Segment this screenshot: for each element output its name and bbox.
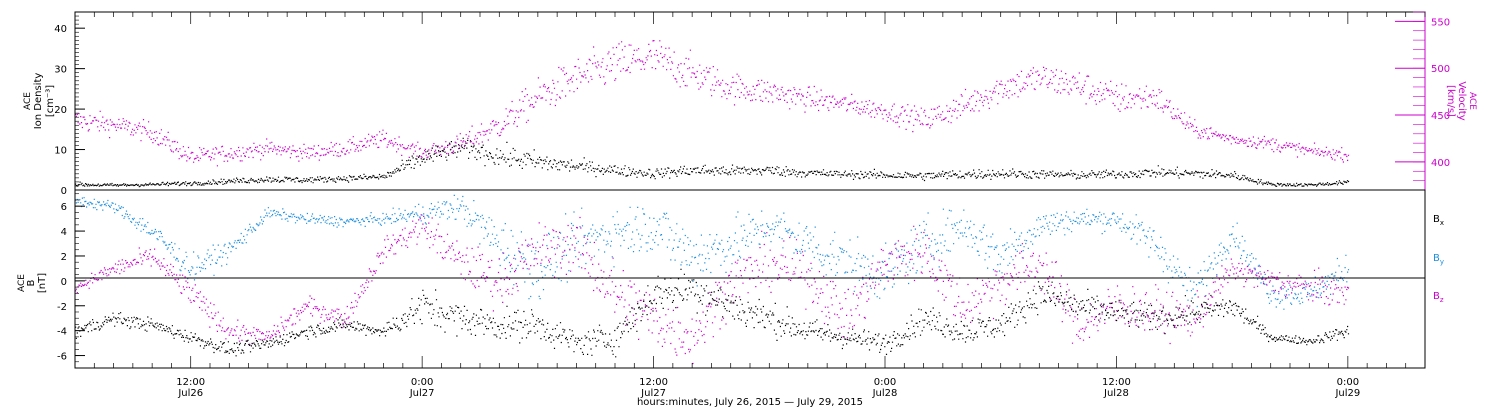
svg-text:Bz: Bz	[1433, 291, 1444, 304]
density-tick-label: 0	[61, 186, 67, 197]
time-tick-label: 0:00	[874, 377, 896, 388]
b-field-tick-label: -2	[57, 302, 67, 313]
time-axis-label: hours:minutes, July 26, 2015 — July 29, …	[637, 397, 863, 408]
time-tick-label: 12:00	[639, 377, 668, 388]
date-tick-label: Jul27	[409, 388, 435, 399]
density-axis-label-line2: Ion Density	[33, 73, 44, 130]
legend-bx-name: B	[1433, 214, 1440, 225]
date-tick-label: Jul29	[1334, 388, 1360, 399]
time-tick-label: 12:00	[176, 377, 205, 388]
velocity-axis-label-line3: [km/s]	[1445, 85, 1456, 117]
b-field-tick-label: 0	[61, 277, 67, 288]
b-field-tick-label: -6	[57, 352, 67, 363]
date-tick-label: Jul26	[177, 388, 203, 399]
legend-by-name: B	[1433, 253, 1440, 264]
time-axis: 12:00Jul260:00Jul2712:00Jul270:00Jul2812…	[74, 12, 1426, 399]
velocity-tick-label: 450	[1431, 111, 1450, 122]
density-tick-label: 40	[54, 24, 67, 35]
density-axis-label: ACE Ion Density [cm⁻³]	[23, 73, 56, 130]
b-field-axis-label-line2: B	[26, 279, 37, 286]
time-tick-label: 12:00	[1102, 377, 1131, 388]
legend-by-sub: y	[1440, 258, 1444, 266]
b-field-axis-label-line1: ACE	[17, 274, 27, 292]
density-tick-label: 10	[54, 146, 67, 157]
date-tick-label: Jul27	[640, 388, 666, 399]
legend-by: By	[1433, 253, 1444, 266]
velocity-tick-label: 500	[1431, 64, 1450, 75]
density-tick-label: 20	[54, 105, 67, 116]
date-tick-label: Jul28	[872, 388, 898, 399]
date-tick-label: Jul28	[1103, 388, 1129, 399]
density-axis-label-line1: ACE	[23, 92, 33, 110]
legend-bz-sub: z	[1440, 296, 1444, 304]
legend-bz: Bz	[1433, 291, 1444, 304]
b-field-axis-label: ACE B [nT]	[17, 273, 48, 293]
density-tick-label: 30	[54, 65, 67, 76]
svg-text:By: By	[1433, 253, 1444, 266]
velocity-tick-label: 400	[1431, 158, 1450, 169]
density-axis: 0 10 20 30 40	[54, 11, 85, 197]
b-field-axis-label-line3: [nT]	[37, 273, 48, 293]
legend-bx: Bx	[1433, 214, 1444, 227]
legend-bz-name: B	[1433, 291, 1440, 302]
b-field-axis: -6 -4 -2 0 2 4 6	[57, 193, 85, 369]
velocity-axis-label-line1: ACE	[1467, 92, 1477, 110]
svg-text:Bx: Bx	[1433, 214, 1444, 227]
b-field-tick-label: 6	[61, 202, 67, 213]
velocity-axis-label-line2: Velocity	[1456, 81, 1467, 120]
b-field-tick-label: -4	[57, 327, 67, 338]
velocity-axis: 400 450 500 550	[1395, 11, 1450, 190]
time-tick-label: 0:00	[411, 377, 433, 388]
b-field-tick-label: 4	[61, 227, 67, 238]
velocity-tick-label: 550	[1431, 17, 1450, 28]
time-tick-label: 0:00	[1337, 377, 1359, 388]
legend-bx-sub: x	[1440, 219, 1444, 227]
density-axis-label-line3: [cm⁻³]	[45, 85, 56, 117]
b-field-legend: Bx By Bz	[1433, 214, 1444, 304]
b-field-tick-label: 2	[61, 252, 67, 263]
velocity-axis-label: ACE Velocity [km/s]	[1445, 81, 1477, 120]
